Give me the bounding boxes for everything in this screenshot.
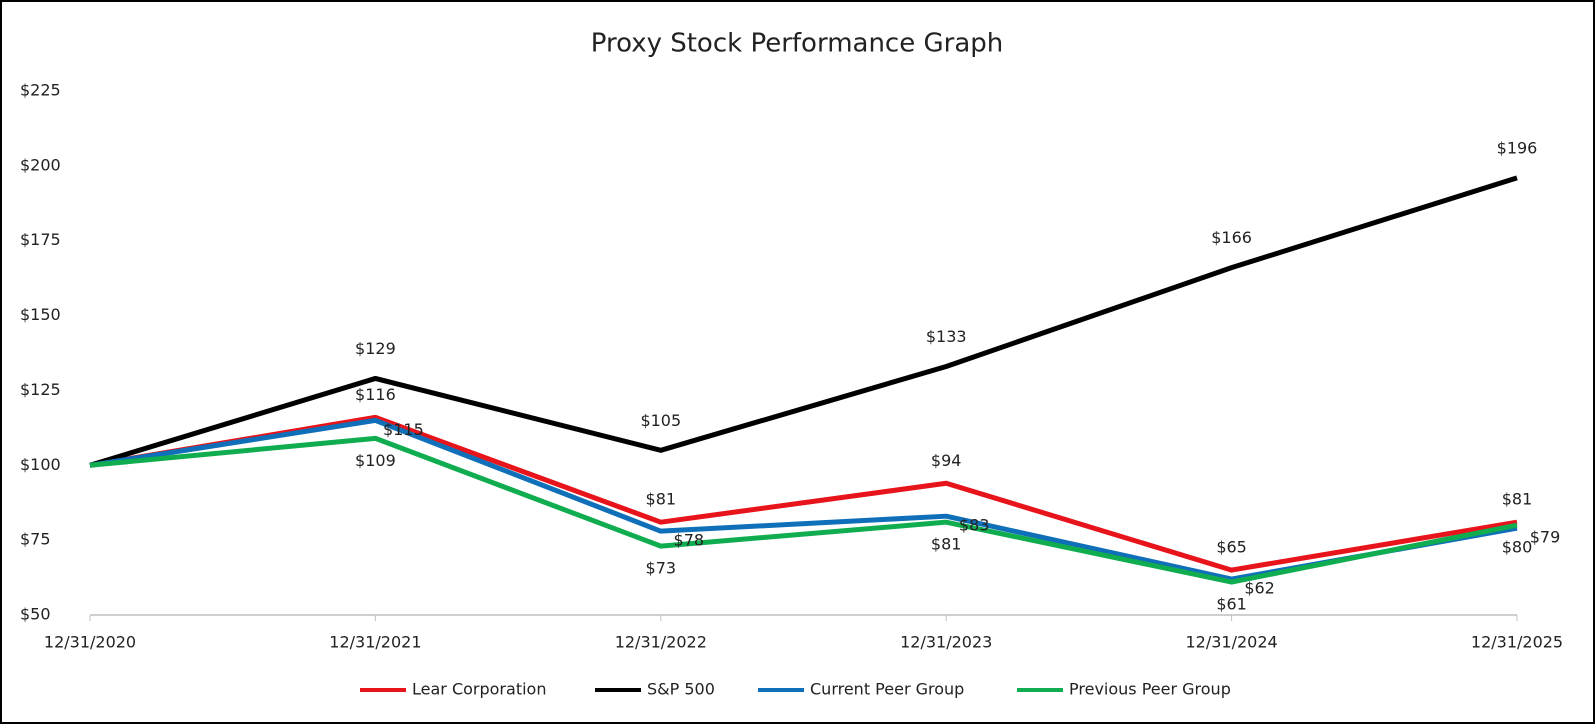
x-tick-label: 12/31/2021 [329, 633, 421, 652]
data-label: $78 [674, 531, 705, 550]
legend-label: S&P 500 [647, 680, 715, 699]
data-label: $115 [383, 420, 424, 439]
data-label: $79 [1530, 528, 1561, 547]
data-label: $80 [1502, 538, 1533, 557]
data-label: $81 [931, 535, 962, 554]
data-label: $166 [1211, 228, 1252, 247]
data-label: $133 [926, 327, 967, 346]
legend-label: Previous Peer Group [1069, 680, 1231, 699]
x-tick-label: 12/31/2022 [615, 633, 707, 652]
y-tick-label: $200 [20, 155, 61, 174]
chart-title: Proxy Stock Performance Graph [591, 29, 1003, 59]
y-tick-label: $125 [20, 380, 61, 399]
legend-label: Current Peer Group [810, 680, 964, 699]
legend-label: Lear Corporation [412, 680, 546, 699]
y-tick-label: $100 [20, 455, 61, 474]
data-label: $129 [355, 339, 396, 358]
data-label: $105 [640, 411, 681, 430]
y-tick-label: $75 [20, 530, 51, 549]
data-label: $81 [646, 490, 677, 509]
data-label: $196 [1497, 138, 1538, 157]
y-tick-label: $50 [20, 605, 51, 624]
series-line [89, 435, 1518, 585]
data-label: $62 [1244, 579, 1275, 598]
data-label: $61 [1216, 595, 1247, 614]
y-tick-label: $175 [20, 230, 61, 249]
data-label: $94 [931, 451, 962, 470]
data-label: $65 [1216, 538, 1247, 557]
series-line [89, 175, 1518, 468]
data-label: $83 [959, 516, 990, 535]
data-label: $116 [355, 385, 396, 404]
x-tick-label: 12/31/2023 [900, 633, 992, 652]
x-tick-label: 12/31/2020 [44, 633, 136, 652]
data-label: $73 [646, 559, 677, 578]
data-label: $81 [1502, 490, 1533, 509]
x-tick-label: 12/31/2025 [1471, 633, 1563, 652]
y-tick-label: $150 [20, 305, 61, 324]
y-tick-label: $225 [20, 81, 61, 100]
data-label: $109 [355, 451, 396, 470]
x-tick-label: 12/31/2024 [1185, 633, 1277, 652]
